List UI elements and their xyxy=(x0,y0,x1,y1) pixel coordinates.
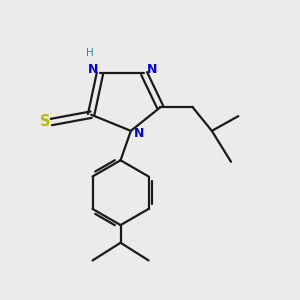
Text: N: N xyxy=(147,63,157,76)
Text: N: N xyxy=(87,63,98,76)
Text: H: H xyxy=(86,48,94,58)
Text: N: N xyxy=(134,127,144,140)
Text: S: S xyxy=(40,114,50,129)
